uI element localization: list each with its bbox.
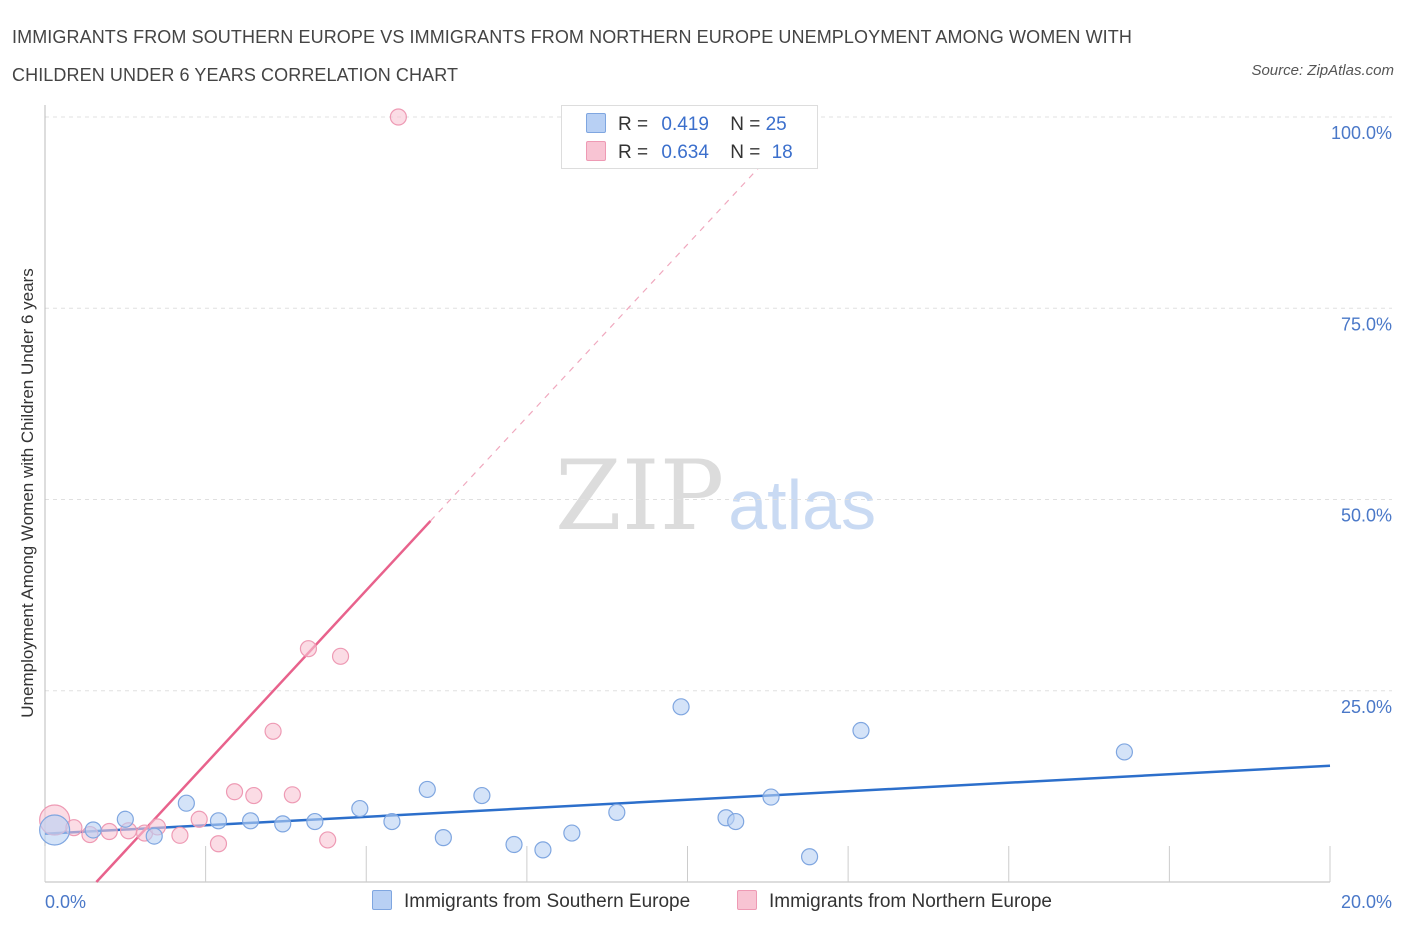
source-label: Source: ZipAtlas.com <box>1251 62 1394 79</box>
y-tick-label: 50.0% <box>1341 506 1392 526</box>
point-northern <box>225 783 244 801</box>
point-northern <box>209 835 228 853</box>
point-northern <box>283 786 301 804</box>
watermark: ZIPatlas <box>555 440 876 552</box>
point-northern <box>264 722 282 740</box>
legend-r-label: R = <box>618 142 649 163</box>
point-southern <box>563 824 581 842</box>
legend-r-southern: 0.419 <box>661 114 709 135</box>
point-southern <box>242 812 260 830</box>
data-points <box>39 108 1134 866</box>
point-southern <box>383 812 401 831</box>
legend-swatch-southern <box>586 113 606 133</box>
point-northern <box>190 810 208 828</box>
grid-lines <box>45 116 1392 692</box>
legend-row-southern: R = 0.419 N = 25 <box>586 113 787 137</box>
y-axis-label: Unemployment Among Women with Children U… <box>18 268 37 717</box>
point-northern <box>299 640 318 658</box>
legend-n-label: N = <box>730 142 761 163</box>
x-tick-label: 20.0% <box>1341 892 1392 912</box>
point-northern <box>100 822 118 841</box>
tick-labels: 25.0% 50.0% 75.0% 100.0% 0.0% 20.0% <box>45 123 1392 912</box>
point-southern <box>534 841 552 859</box>
bottom-legend-swatch-northern <box>737 890 757 910</box>
legend-n-southern: 25 <box>765 114 787 135</box>
point-northern <box>171 826 189 844</box>
point-northern <box>319 831 337 849</box>
point-southern <box>274 815 292 833</box>
point-northern <box>245 786 263 805</box>
legend-swatch-northern <box>586 141 606 161</box>
point-southern <box>209 812 228 830</box>
y-tick-label: 25.0% <box>1341 697 1392 717</box>
legend-r-northern: 0.634 <box>661 142 709 163</box>
point-southern <box>306 812 324 831</box>
legend-row-northern: R = 0.634 N = 18 <box>586 141 793 165</box>
point-southern <box>1115 743 1134 761</box>
point-southern <box>800 848 819 866</box>
trend-lines <box>44 147 1331 883</box>
point-southern <box>434 829 452 847</box>
x-tick-label: 0.0% <box>45 892 86 912</box>
legend: R = 0.419 N = 25 R = 0.634 N = 18 <box>561 105 818 169</box>
trend-line-southern <box>44 764 1331 836</box>
point-southern <box>351 799 369 818</box>
point-southern <box>852 721 870 740</box>
bottom-legend-label-southern: Immigrants from Southern Europe <box>404 891 691 912</box>
legend-n-northern: 18 <box>771 142 793 163</box>
point-northern <box>389 108 407 126</box>
point-southern <box>145 827 163 845</box>
legend-n-label: N = <box>730 114 761 135</box>
legend-r-label: R = <box>618 114 649 135</box>
point-southern <box>608 803 626 821</box>
chart-title: IMMIGRANTS FROM SOUTHERN EUROPE VS IMMIG… <box>12 27 1132 85</box>
y-tick-label: 75.0% <box>1341 314 1392 334</box>
point-southern <box>505 835 523 854</box>
point-southern <box>672 698 690 716</box>
trend-line-northern-extension <box>430 147 778 522</box>
point-southern <box>762 788 780 806</box>
bottom-legend-swatch-southern <box>372 890 392 910</box>
point-southern <box>177 794 195 812</box>
axes <box>44 105 1331 883</box>
watermark-atlas: atlas <box>728 466 877 544</box>
point-southern <box>473 786 491 805</box>
bottom-legend-southern: Immigrants from Southern Europe <box>372 890 690 913</box>
point-southern <box>116 810 134 828</box>
point-northern <box>331 647 350 665</box>
point-southern <box>727 812 745 831</box>
bottom-legend-label-northern: Immigrants from Northern Europe <box>769 891 1052 912</box>
watermark-zip: ZIP <box>555 440 725 552</box>
point-southern <box>84 821 102 839</box>
y-tick-label: 100.0% <box>1331 123 1392 143</box>
point-southern <box>418 780 436 799</box>
point-southern <box>39 814 71 846</box>
bottom-legend-northern: Immigrants from Northern Europe <box>737 890 1052 913</box>
